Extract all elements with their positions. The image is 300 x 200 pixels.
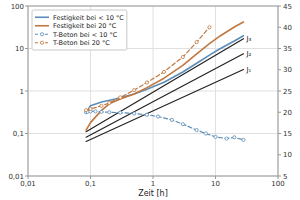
x-tick-label: 1 [151, 180, 155, 188]
series-marker [181, 123, 184, 126]
y-tick [25, 133, 28, 134]
y2-tick [278, 176, 281, 177]
legend-swatch [35, 25, 49, 27]
y2-tick [278, 154, 281, 155]
series-marker [119, 111, 122, 114]
legend-box [32, 10, 127, 50]
grid-line [28, 133, 278, 134]
y2-tick [278, 48, 281, 49]
y2-tick-label: 10 [283, 151, 292, 159]
series-marker [181, 55, 184, 58]
grid-line [28, 91, 278, 92]
y2-tick [278, 27, 281, 28]
y-tick-label: 100 [11, 3, 24, 11]
plot-frame [28, 6, 278, 176]
series-marker [94, 110, 97, 113]
series [84, 110, 245, 142]
grid [28, 6, 278, 176]
series-marker [100, 104, 103, 107]
series-marker [225, 137, 228, 140]
axes: 0,010,11101000,010,111010051015202530354… [8, 3, 292, 189]
legend: Festigkeit bei < 10 °CFestigkeit bei 20 … [32, 10, 127, 50]
legend-swatch [35, 16, 49, 18]
y2-tick [278, 112, 281, 113]
x-tick-label: 10 [211, 180, 220, 188]
annotation: J₃ [245, 35, 251, 43]
y-tick [25, 176, 28, 177]
x-tick-label: 100 [271, 180, 284, 188]
annotation: J₁ [245, 66, 251, 74]
y-tick-label: 0,01 [8, 173, 24, 181]
series-marker [170, 118, 173, 121]
y2-tick [278, 91, 281, 92]
y2-tick-label: 40 [283, 24, 292, 32]
series-marker [214, 135, 217, 138]
series-marker [162, 70, 165, 73]
annotation-labels: J₁ J₂ J₃ [245, 35, 251, 74]
y-tick [25, 91, 28, 92]
series-marker [133, 112, 136, 115]
legend-marker [40, 41, 43, 44]
legend-label: T-Beton bei 20 °C [52, 39, 110, 47]
series-marker [145, 81, 148, 84]
y-tick-label: 1 [20, 88, 24, 96]
plot-area [28, 6, 278, 176]
legend-label: Festigkeit bei 20 °C [53, 22, 117, 30]
x-tick [215, 176, 216, 179]
series-marker [195, 129, 198, 132]
series-marker [195, 41, 198, 44]
legend-marker [40, 33, 43, 36]
y-tick-label: 0,1 [13, 130, 24, 138]
y2-tick-label: 30 [283, 66, 292, 74]
annotation: J₂ [245, 50, 251, 58]
x-tick-label: 0,1 [85, 180, 96, 188]
y-tick [25, 48, 28, 49]
y2-tick-label: 45 [283, 3, 292, 11]
x-axis-label: Zeit [h] [138, 189, 168, 198]
y-tick-label: 10 [15, 45, 24, 53]
series-marker [242, 138, 245, 141]
reference-line [86, 54, 243, 137]
x-tick [153, 176, 154, 179]
y2-tick-label: 5 [283, 173, 287, 181]
series-marker [119, 96, 122, 99]
series-marker [89, 107, 92, 110]
y2-tick [278, 6, 281, 7]
x-tick-label: 0,01 [20, 180, 36, 188]
legend-label: T-Beton bei < 10 °C [52, 31, 118, 39]
series-marker [108, 111, 111, 114]
series-marker [208, 26, 211, 29]
chart: 0,010,11101000,010,111010051015202530354… [0, 0, 300, 200]
y2-tick-label: 20 [283, 109, 292, 117]
y2-tick-label: 25 [283, 88, 292, 96]
y2-tick [278, 133, 281, 134]
series-marker [100, 110, 103, 113]
y-tick [25, 6, 28, 7]
legend-label: Festigkeit bei < 10 °C [53, 14, 124, 22]
series-marker [84, 109, 87, 112]
series-marker [204, 132, 207, 135]
reference-line [86, 70, 243, 142]
y2-tick [278, 69, 281, 70]
series-marker [133, 89, 136, 92]
series-line [86, 111, 243, 139]
series-marker [233, 136, 236, 139]
series-marker [156, 115, 159, 118]
series-marker [108, 101, 111, 104]
x-tick [90, 176, 91, 179]
y2-tick-label: 15 [283, 130, 292, 138]
series-marker [145, 113, 148, 116]
y2-tick-label: 35 [283, 45, 292, 53]
